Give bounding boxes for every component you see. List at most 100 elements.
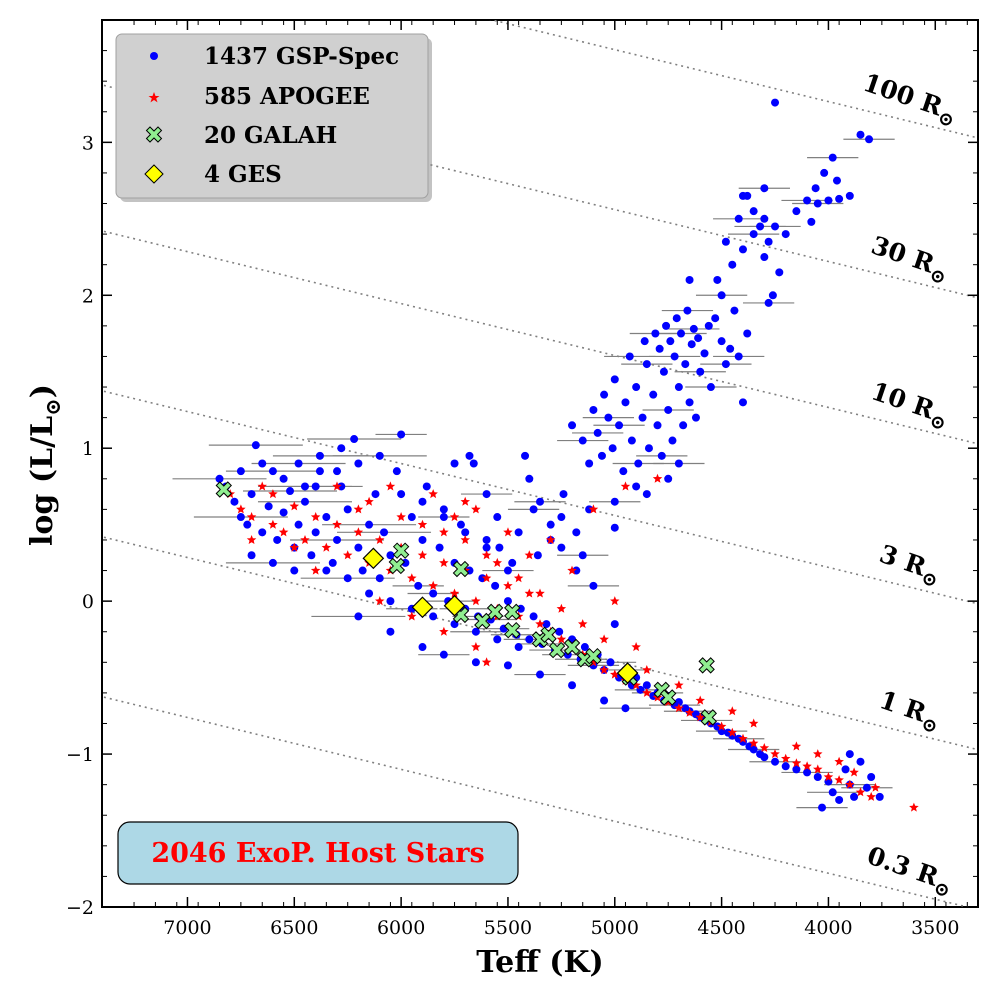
- apogee-point: [481, 657, 492, 667]
- gsp-spec-point: [311, 528, 320, 537]
- gsp-spec-point: [236, 467, 245, 476]
- radius-line: [102, 535, 978, 751]
- gsp-spec-point: [818, 803, 827, 812]
- gsp-spec-point: [461, 528, 470, 537]
- gsp-spec-point: [247, 490, 256, 499]
- apogee-point: [727, 727, 737, 737]
- galah-point: [215, 481, 232, 498]
- gsp-spec-point: [328, 558, 337, 567]
- gsp-spec-point: [730, 306, 739, 315]
- radius-line: [102, 695, 971, 907]
- galah-point: [504, 603, 521, 621]
- radius-sun-symbol: ⊙: [931, 877, 953, 903]
- apogee-point: [385, 481, 396, 491]
- x-tick-label: 4000: [804, 917, 852, 939]
- gsp-spec-point: [803, 768, 812, 777]
- radius-sun-symbol: ⊙: [927, 264, 949, 290]
- apogee-point: [428, 580, 438, 590]
- gsp-spec-point: [514, 528, 523, 537]
- gsp-spec-point: [503, 597, 512, 606]
- gsp-spec-point: [439, 650, 448, 659]
- gsp-spec-point: [717, 337, 726, 346]
- apogee-point: [813, 749, 823, 759]
- galah-point: [388, 557, 406, 575]
- apogee-point: [471, 596, 481, 606]
- apogee-point: [748, 738, 759, 748]
- apogee-point: [535, 619, 545, 629]
- gsp-spec-point: [450, 459, 459, 468]
- apogee-point: [620, 481, 631, 491]
- gsp-spec-point: [683, 306, 692, 315]
- apogee-point: [364, 496, 374, 506]
- gsp-spec-point: [333, 467, 342, 476]
- gsp-spec-point: [813, 199, 822, 208]
- gsp-spec-point: [555, 627, 564, 636]
- gsp-spec-point: [268, 558, 277, 567]
- gsp-spec-point: [529, 505, 538, 514]
- gsp-spec-point: [760, 184, 769, 193]
- radius-sun-symbol: ⊙: [918, 713, 940, 739]
- apogee-point: [439, 626, 449, 636]
- apogee-point: [310, 512, 321, 522]
- gsp-spec-point: [610, 497, 619, 506]
- legend-label-gsp-spec: 1437 GSP-Spec: [204, 43, 399, 70]
- gsp-spec-point: [343, 505, 352, 514]
- gsp-spec-point: [679, 421, 688, 430]
- ges-point: [616, 662, 639, 684]
- gsp-spec-point: [621, 704, 630, 713]
- gsp-spec-point: [828, 788, 837, 797]
- apogee-point: [599, 634, 609, 644]
- apogee-point: [716, 721, 727, 731]
- gsp-spec-point: [503, 566, 512, 575]
- gsp-spec-point: [653, 421, 662, 430]
- gsp-spec-point: [634, 459, 643, 468]
- apogee-point: [642, 687, 652, 697]
- gsp-spec-point: [322, 513, 331, 522]
- gsp-spec-point: [841, 765, 850, 774]
- legend-label-apogee: 585 APOGEE: [204, 83, 370, 110]
- gsp-spec-point: [792, 207, 801, 216]
- gsp-spec-point: [215, 474, 224, 483]
- gsp-spec-point: [664, 405, 673, 414]
- gsp-spec-point: [865, 135, 874, 144]
- gsp-spec-point: [392, 467, 401, 476]
- apogee-point: [759, 743, 770, 752]
- gsp-spec-point: [743, 329, 752, 338]
- gsp-spec-point: [286, 487, 295, 496]
- gsp-spec-point: [728, 260, 737, 269]
- gsp-spec-point: [687, 340, 696, 349]
- apogee-point: [610, 669, 620, 679]
- gsp-spec-point: [429, 589, 438, 598]
- gsp-spec-point: [243, 520, 252, 529]
- apogee-point: [439, 557, 449, 567]
- gsp-spec-point: [350, 435, 359, 444]
- gsp-spec-point: [236, 513, 245, 522]
- x-tick-label: 7000: [163, 917, 211, 939]
- y-tick-label: −1: [66, 744, 94, 766]
- apogee-point: [556, 603, 567, 613]
- gsp-spec-point: [670, 352, 679, 361]
- apogee-point: [310, 565, 321, 575]
- gsp-spec-point: [439, 513, 448, 522]
- gsp-spec-point: [471, 627, 480, 636]
- gsp-spec-point: [597, 451, 606, 460]
- apogee-point: [849, 767, 859, 777]
- gsp-spec-point: [771, 222, 780, 231]
- gsp-spec-point: [557, 543, 566, 552]
- gsp-spec-point: [760, 253, 769, 262]
- apogee-point: [332, 481, 342, 491]
- radius-lines: [102, 20, 978, 907]
- apogee-point: [268, 489, 278, 499]
- gsp-spec-point: [495, 543, 504, 552]
- gsp-spec-point: [315, 451, 324, 460]
- gsp-spec-point: [264, 502, 273, 511]
- y-tick-label: −2: [66, 897, 94, 919]
- gsp-spec-point: [711, 314, 720, 323]
- apogee-point: [813, 764, 823, 774]
- ges-point: [443, 594, 466, 617]
- gsp-spec-point: [589, 581, 598, 590]
- gsp-spec-point: [764, 237, 773, 246]
- gsp-spec-point: [273, 535, 282, 544]
- apogee-point: [332, 519, 342, 529]
- galah-point: [700, 709, 717, 726]
